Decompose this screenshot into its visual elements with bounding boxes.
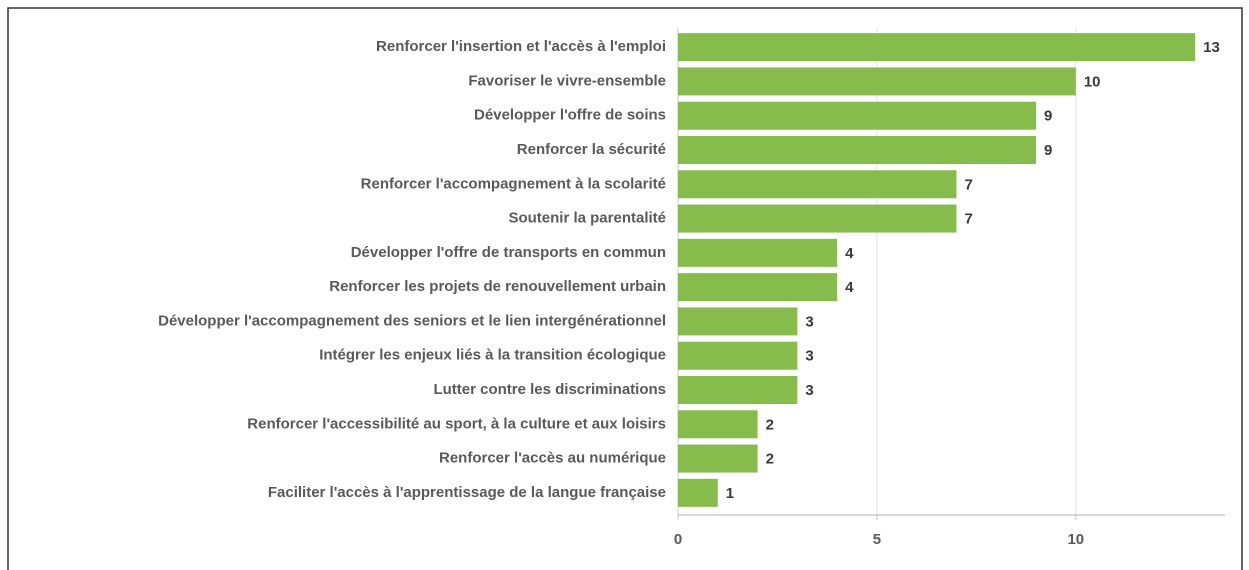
- x-tick-label: 10: [1067, 531, 1084, 548]
- bar: [678, 307, 798, 336]
- value-label: 3: [805, 313, 813, 330]
- y-tick-label: Développer l'accompagnement des seniors …: [158, 312, 666, 329]
- bar: [678, 341, 798, 370]
- frame: [7, 7, 1243, 570]
- y-tick-label: Renforcer les projets de renouvellement …: [329, 278, 666, 295]
- value-label: 1: [726, 485, 734, 502]
- y-tick-label: Lutter contre les discriminations: [433, 381, 666, 398]
- value-label: 10: [1084, 73, 1101, 90]
- y-tick-label: Renforcer l'accès au numérique: [439, 450, 666, 467]
- bar: [678, 410, 758, 439]
- bar: [678, 67, 1076, 96]
- value-label: 3: [805, 348, 813, 365]
- value-label: 7: [964, 211, 972, 228]
- y-tick-label: Développer l'offre de transports en comm…: [351, 244, 666, 261]
- bar: [678, 238, 838, 267]
- bar: [678, 136, 1037, 164]
- bar: [678, 33, 1196, 62]
- value-label: 2: [766, 416, 774, 433]
- bar: [678, 444, 758, 473]
- bar: [678, 376, 798, 404]
- bar: [678, 273, 838, 302]
- x-tick-label: 0: [674, 531, 682, 548]
- y-tick-label: Intégrer les enjeux liés à la transition…: [319, 347, 666, 364]
- y-tick-label: Favoriser le vivre-ensemble: [468, 72, 666, 89]
- value-label: 13: [1203, 39, 1220, 56]
- x-tick-label: 5: [873, 531, 881, 548]
- y-tick-label: Développer l'offre de soins: [474, 107, 666, 124]
- value-label: 4: [845, 279, 854, 296]
- value-label: 3: [805, 382, 813, 399]
- y-tick-label: Renforcer l'accompagnement à la scolarit…: [361, 175, 666, 192]
- y-tick-label: Faciliter l'accès à l'apprentissage de l…: [268, 484, 666, 501]
- y-tick-label: Renforcer la sécurité: [517, 141, 666, 158]
- bar: [678, 478, 718, 507]
- bar: [678, 204, 957, 233]
- bar: [678, 101, 1037, 130]
- y-tick-label: Soutenir la parentalité: [508, 210, 666, 227]
- y-tick-label: Renforcer l'accessibilité au sport, à la…: [247, 415, 666, 432]
- value-label: 9: [1044, 108, 1052, 125]
- value-label: 4: [845, 245, 854, 262]
- bar: [678, 170, 957, 199]
- y-tick-label: Renforcer l'insertion et l'accès à l'emp…: [376, 38, 666, 55]
- value-label: 7: [964, 176, 972, 193]
- value-label: 9: [1044, 142, 1052, 159]
- value-label: 2: [766, 451, 774, 468]
